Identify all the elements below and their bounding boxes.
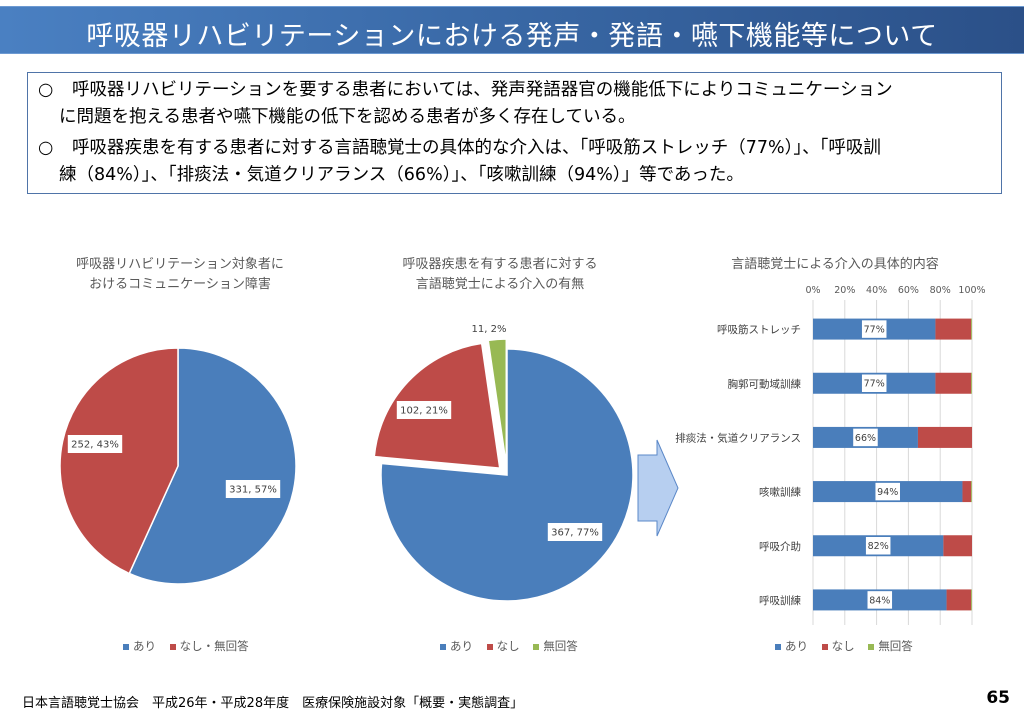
bar-data-label: 77% <box>864 325 885 336</box>
bar-data-label-bg <box>861 374 887 392</box>
legend-item: あり <box>440 639 473 653</box>
bar-data-label-bg <box>867 591 893 609</box>
bar-segment-mukaito <box>971 481 972 503</box>
chart2-title: 呼吸器疾患を有する患者に対する 言語聴覚士による介入の有無 <box>360 255 640 295</box>
bar-x-tick-label: 60% <box>898 285 919 296</box>
page-number: 65 <box>986 688 1010 708</box>
legend-item: なし <box>486 639 520 653</box>
source-footer: 日本言語聴覚士協会 平成26年・平成28年度 医療保険施設対象「概要・実態調査」 <box>22 696 524 711</box>
pie1-data-label: 252, 43% <box>71 440 119 451</box>
legend-swatch-blue <box>440 643 446 650</box>
legend-item: 無回答 <box>868 639 913 653</box>
legend-label: なし・無回答 <box>179 639 249 653</box>
legend-item: 無回答 <box>533 639 578 653</box>
bar-category-label: 呼吸介助 <box>759 540 801 553</box>
legend-swatch-red <box>169 643 176 650</box>
summary-box: ○ 呼吸器リハビリテーションを要する患者においては、発声発語器官の機能低下によりコ… <box>27 72 1002 194</box>
chart1-title-line: 呼吸器リハビリテーション対象者に <box>76 257 284 272</box>
page-title: 呼吸器リハビリテーションにおける発声・発語・嚥下機能等について <box>86 21 938 52</box>
bullet-text: 呼吸器疾患を有する患者に対する言語聴覚士の具体的な介入は、「呼吸筋ストレッチ（7… <box>72 138 881 158</box>
right-arrow-icon <box>637 439 679 537</box>
bar-category-label: 排痰法・気道クリアランス <box>675 431 801 444</box>
bar-segment-mukaito <box>971 318 972 340</box>
legend-label: あり <box>785 639 808 653</box>
bar-segment-nashi <box>935 372 972 394</box>
pie2-data-label-bg <box>396 401 452 419</box>
legend-label: 無回答 <box>878 639 913 653</box>
bar-segment-nashi <box>917 426 972 448</box>
pie2-data-label: 367, 77% <box>551 528 599 539</box>
pie2-data-label: 102, 21% <box>400 406 448 417</box>
chart1-title-line: おけるコミュニケーション障害 <box>89 277 271 292</box>
bar-segment-nashi <box>935 318 972 340</box>
chart3-title: 言語聴覚士による介入の具体的内容 <box>731 257 939 272</box>
summary-bullet: ○ 呼吸器リハビリテーションを要する患者においては、発声発語器官の機能低下によりコ… <box>38 77 893 131</box>
bar-category-label: 胸郭可動域訓練 <box>728 377 802 390</box>
pie1-data-label-bg <box>225 480 281 498</box>
legend-label: なし <box>831 639 855 653</box>
legend-label: 無回答 <box>543 639 578 653</box>
bullet-text: 練（84%）」、「排痰法・気道クリアランス（66%）」、「咳嗽訓練（94%）」等… <box>59 165 744 185</box>
legend-item: なし <box>821 639 855 653</box>
legend-item: あり <box>123 639 156 653</box>
pie1-slice-ari <box>128 347 297 585</box>
circle-bullet-icon: ○ <box>38 80 54 100</box>
chart2-legend: あり なし 無回答 <box>440 638 588 654</box>
legend-swatch-green <box>868 643 875 650</box>
bar-category-label: 咳嗽訓練 <box>759 486 801 499</box>
legend-swatch-blue <box>775 643 781 650</box>
bar-x-tick-label: 80% <box>930 285 951 296</box>
legend-swatch-red <box>486 643 493 650</box>
legend-item: あり <box>775 639 808 653</box>
pie1-data-label-bg <box>67 435 123 453</box>
chart3-legend: あり なし 無回答 <box>775 638 923 654</box>
bar-data-label: 66% <box>855 433 876 444</box>
legend-label: あり <box>133 639 156 653</box>
chart2-title-line: 呼吸器疾患を有する患者に対する <box>402 257 598 272</box>
pie2-slice-mukaito <box>487 338 508 466</box>
chart1-title: 呼吸器リハビリテーション対象者に おけるコミュニケーション障害 <box>40 255 320 295</box>
pie2-data-label: 11, 2% <box>472 324 507 335</box>
bullet-text: に問題を抱える患者や嚥下機能の低下を認める患者が多く存在している。 <box>59 107 636 127</box>
bar-category-label: 呼吸訓練 <box>759 594 801 607</box>
legend-swatch-red <box>821 643 828 650</box>
bar-segment-mukaito <box>971 589 972 611</box>
legend-label: なし <box>496 639 520 653</box>
circle-bullet-icon: ○ <box>38 138 54 158</box>
legend-label: あり <box>450 639 473 653</box>
title-bar: 呼吸器リハビリテーションにおける発声・発語・嚥下機能等について <box>0 6 1024 54</box>
bar-data-label: 94% <box>877 487 898 498</box>
bar-x-tick-label: 20% <box>834 285 855 296</box>
bar-segment-mukaito <box>971 372 972 394</box>
legend-swatch-green <box>533 643 540 650</box>
pie1-data-label: 331, 57% <box>229 485 277 496</box>
bar-x-tick-label: 40% <box>866 285 887 296</box>
chart2-title-line: 言語聴覚士による介入の有無 <box>415 277 585 292</box>
bar-segment-nashi <box>962 481 972 503</box>
bar-data-label-bg <box>861 320 887 338</box>
bar-x-tick-label: 100% <box>958 285 985 296</box>
legend-item: なし・無回答 <box>169 639 249 653</box>
pie2-data-label-bg <box>547 523 603 541</box>
bullet-text: 呼吸器リハビリテーションを要する患者においては、発声発語器官の機能低下によりコミ… <box>72 80 893 100</box>
bar-data-label: 84% <box>869 595 890 606</box>
bar-segment-nashi <box>943 535 972 557</box>
legend-swatch-blue <box>123 643 129 650</box>
bar-data-label: 82% <box>868 541 889 552</box>
bar-data-label: 77% <box>864 379 885 390</box>
bar-segment-nashi <box>946 589 972 611</box>
chart1-legend: あり なし・無回答 <box>123 638 259 654</box>
bar-data-label-bg <box>865 537 891 555</box>
bar-data-label-bg <box>875 482 900 501</box>
bar-category-label: 呼吸筋ストレッチ <box>717 323 801 336</box>
bar-x-tick-label: 0% <box>805 285 820 296</box>
pie1-slice-nashi <box>59 347 179 575</box>
summary-bullet: ○ 呼吸器疾患を有する患者に対する言語聴覚士の具体的な介入は、「呼吸筋ストレッチ（… <box>38 135 881 189</box>
bar-data-label-bg <box>853 428 878 447</box>
